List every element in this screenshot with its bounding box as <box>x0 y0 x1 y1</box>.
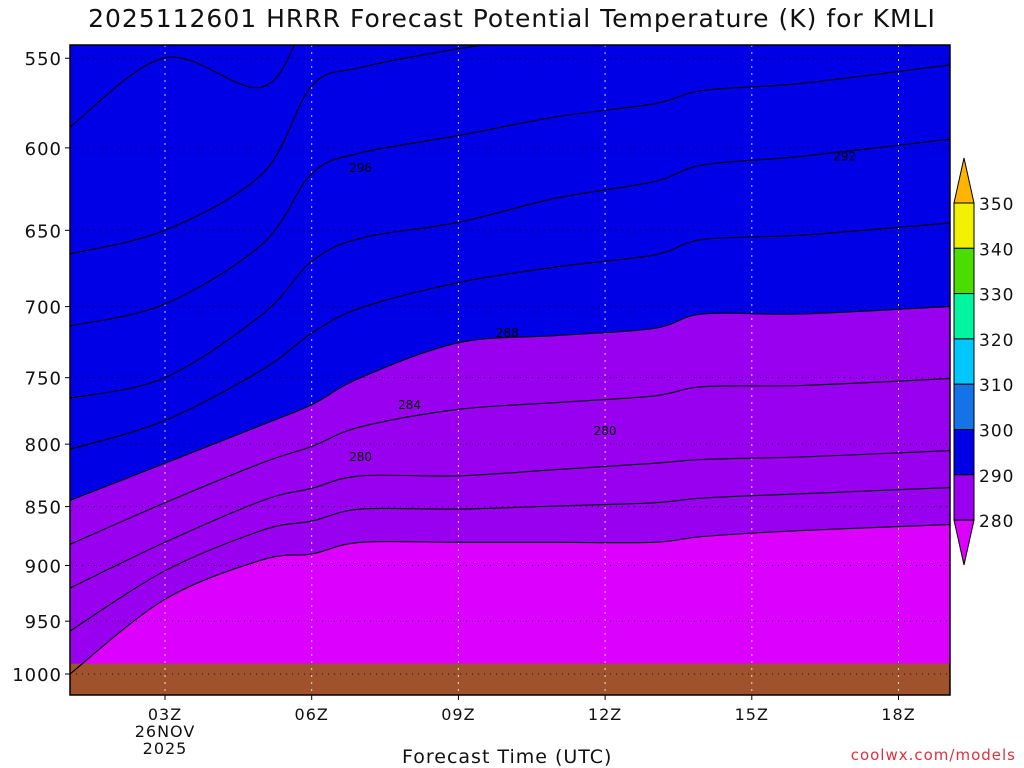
colorbar-swatch-340 <box>953 202 975 249</box>
contour-label-text: 288 <box>496 326 519 340</box>
x-tick-label-18Z: 18Z <box>881 705 915 724</box>
colorbar-label-320: 320 <box>979 331 1014 351</box>
colorbar-label-350: 350 <box>979 195 1014 215</box>
ground-surface <box>70 663 950 695</box>
contour-284 <box>70 450 950 589</box>
colorbar-swatch-300 <box>953 383 975 431</box>
colorbar: 350 340 330 320 310 300 290 280 <box>953 157 1014 566</box>
contour-label-text: 284 <box>398 398 421 412</box>
chart-title: 2025112601 HRRR Forecast Potential Tempe… <box>88 4 936 33</box>
colorbar-swatch-280 <box>953 474 975 521</box>
x-tick-label-12Z: 12Z <box>588 705 622 724</box>
colorbar-label-280: 280 <box>979 512 1014 532</box>
contour-label-13: 284 <box>398 398 421 412</box>
contour-298 <box>70 45 296 128</box>
colorbar-bottom-arrow <box>953 519 975 566</box>
contour-286 <box>70 378 950 545</box>
contour-label-text: 280 <box>594 424 617 438</box>
contour-label-text: 296 <box>349 161 372 175</box>
contour-labels: 3483523323323243203123163123082962922882… <box>349 149 856 464</box>
x-tick-sublabel: 2025 <box>143 739 188 758</box>
y-tick-label-900: 900 <box>25 556 62 577</box>
y-tick-label-650: 650 <box>25 221 62 242</box>
contour-288 <box>70 306 950 502</box>
contour-label-12: 288 <box>496 326 519 340</box>
contour-label-10: 296 <box>349 161 372 175</box>
contour-label-14: 280 <box>349 450 372 464</box>
colorbar-swatch-330 <box>953 247 975 295</box>
colorbar-swatch-320 <box>953 293 975 340</box>
y-tick-label-950: 950 <box>25 612 62 633</box>
fill-band-below-280 <box>70 524 950 695</box>
colorbar-swatch-290 <box>953 429 975 476</box>
y-axis: 1000950900850800750700650600550500450400… <box>12 49 70 686</box>
colorbar-label-300: 300 <box>979 422 1014 442</box>
colorbar-label-310: 310 <box>979 376 1014 396</box>
contour-280 <box>70 524 950 675</box>
y-tick-label-550: 550 <box>25 49 62 70</box>
y-tick-label-850: 850 <box>25 498 62 519</box>
colorbar-label-330: 330 <box>979 286 1014 306</box>
contour-label-text: 280 <box>349 450 372 464</box>
x-tick-sublabel: 26NOV <box>135 722 196 741</box>
x-tick-label-06Z: 06Z <box>295 705 329 724</box>
x-tick-label-03Z: 03Z <box>148 705 182 724</box>
x-tick-label-09Z: 09Z <box>441 705 475 724</box>
contour-label-11: 292 <box>833 149 856 163</box>
contour-294 <box>70 64 950 327</box>
plot-frame <box>69 44 951 696</box>
y-tick-label-1000: 1000 <box>12 665 62 686</box>
contour-282 <box>70 487 950 632</box>
colorbar-label-340: 340 <box>979 240 1014 260</box>
contour-292 <box>70 138 950 399</box>
contour-290 <box>70 222 950 450</box>
contour-fills <box>70 45 950 695</box>
contour-300 <box>70 0 950 2</box>
colorbar-label-290: 290 <box>979 467 1014 487</box>
contour-label-15: 280 <box>594 424 617 438</box>
x-tick-label-15Z: 15Z <box>735 705 769 724</box>
x-axis-title: Forecast Time (UTC) <box>402 746 613 768</box>
colorbar-top-arrow <box>953 157 975 204</box>
contour-lines <box>70 0 950 675</box>
y-tick-label-600: 600 <box>25 139 62 160</box>
y-tick-label-750: 750 <box>25 369 62 390</box>
site-credit: coolwx.com/models <box>850 746 1016 764</box>
contour-label-text: 292 <box>833 149 856 163</box>
y-tick-label-700: 700 <box>25 298 62 319</box>
colorbar-swatch-310 <box>953 338 975 385</box>
y-tick-label-800: 800 <box>25 435 62 456</box>
contour-296 <box>70 45 487 255</box>
